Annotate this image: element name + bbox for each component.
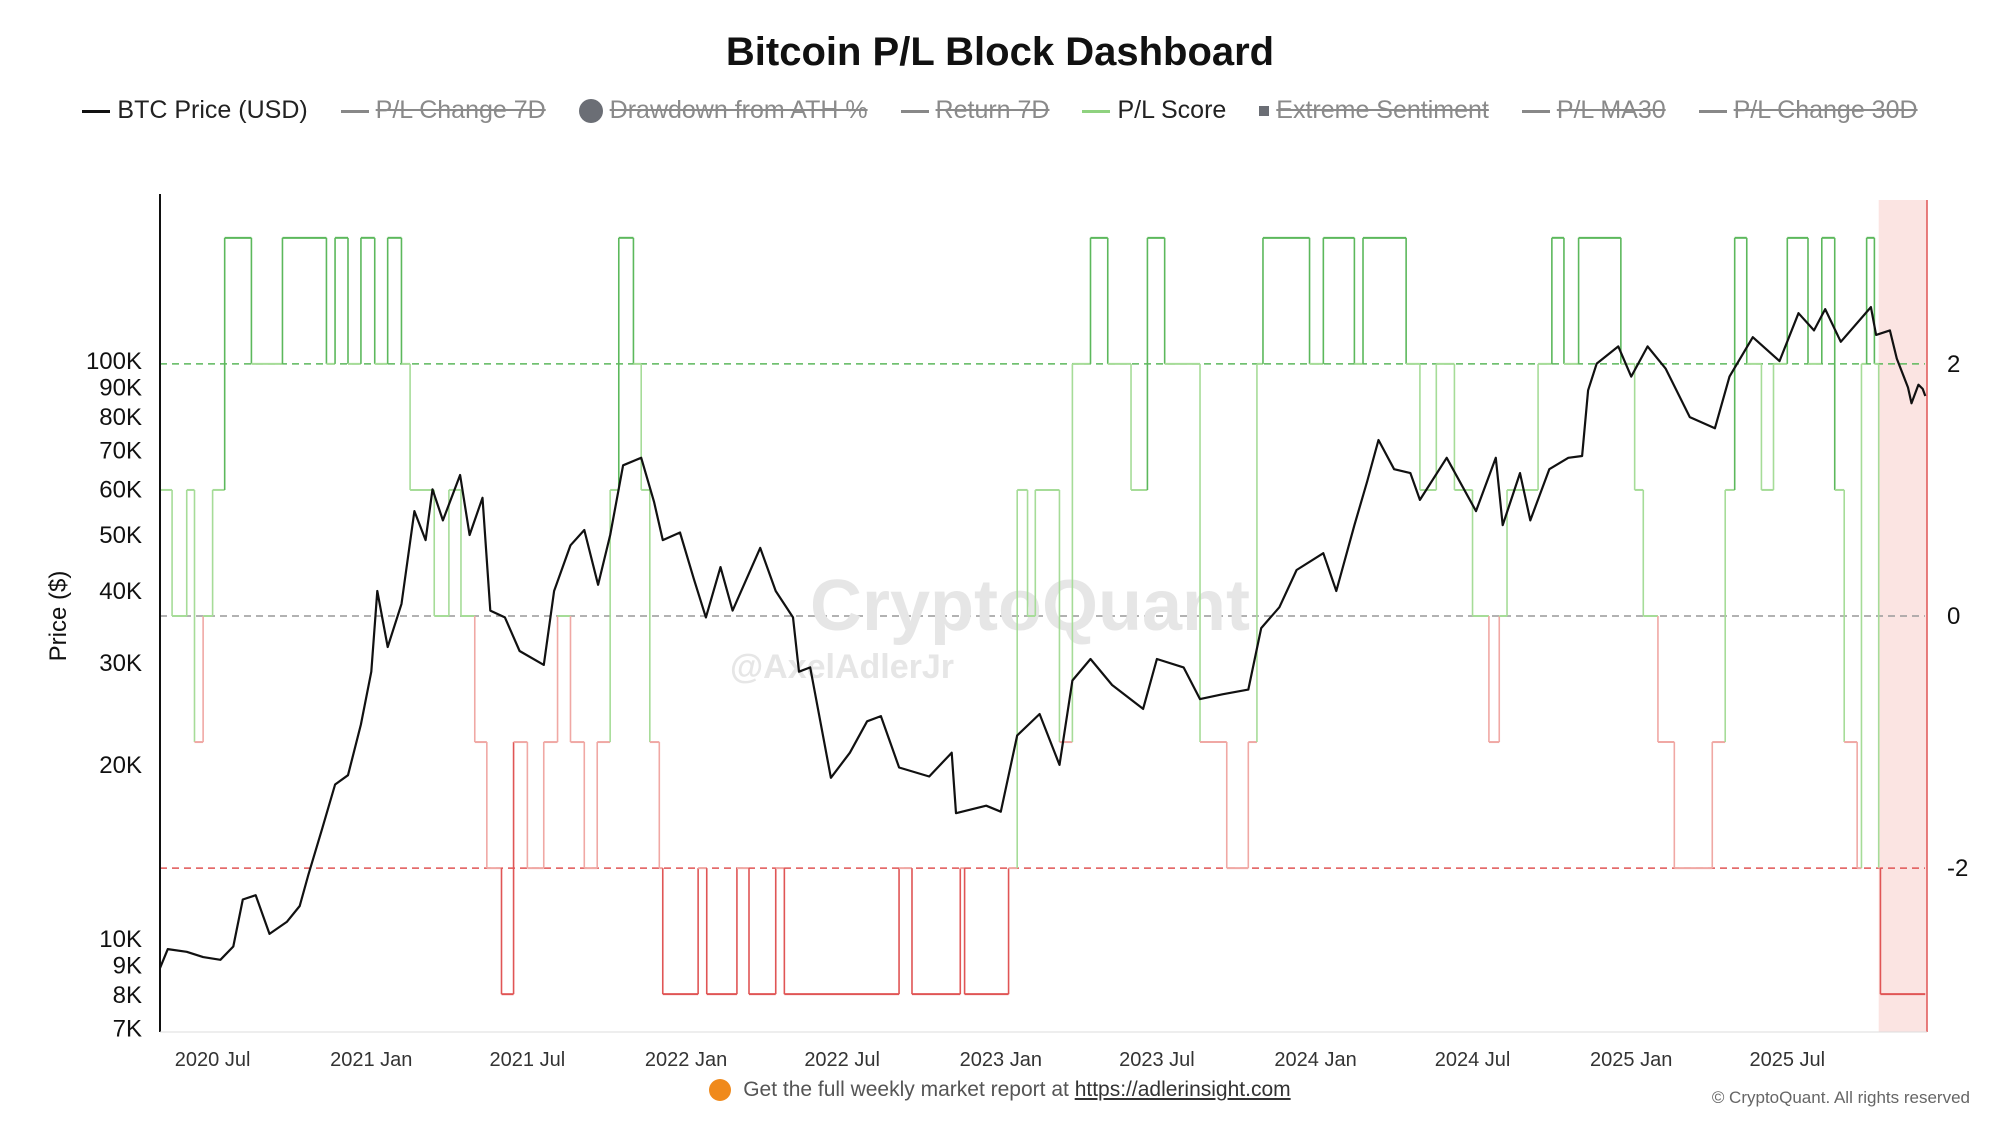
legend-swatch — [1259, 106, 1270, 117]
copyright: © CryptoQuant. All rights reserved — [1711, 1088, 1970, 1107]
y-tick-label: 9K — [113, 952, 142, 979]
right-tick-label: -2 — [1947, 855, 1968, 882]
y-tick-label: 50K — [99, 522, 142, 549]
footer: Get the full weekly market report at htt… — [0, 1078, 2000, 1102]
footer-text: Get the full weekly market report at — [743, 1078, 1069, 1101]
right-tick-label: 0 — [1947, 603, 1960, 630]
x-tick-label: 2025 Jul — [1749, 1049, 1825, 1071]
legend-item-pl-ma30[interactable]: P/L MA30 — [1521, 96, 1666, 125]
y-tick-label: 100K — [86, 348, 142, 375]
watermark-handle: @AxelAdlerJr — [730, 648, 954, 686]
x-tick-label: 2020 Jul — [175, 1049, 251, 1071]
y-tick-label: 8K — [113, 982, 142, 1009]
legend-label: P/L Change 30D — [1733, 96, 1918, 124]
legend-label: BTC Price (USD) — [117, 96, 308, 124]
y-tick-label: 30K — [99, 650, 142, 677]
legend-item-pl-change-30d[interactable]: P/L Change 30D — [1698, 96, 1918, 125]
legend-item-return-7d[interactable]: Return 7D — [900, 96, 1050, 125]
legend-label: Return 7D — [935, 96, 1050, 124]
legend-swatch — [1521, 109, 1550, 113]
legend-item-btc-price[interactable]: BTC Price (USD) — [82, 96, 308, 125]
x-tick-label: 2021 Jan — [330, 1049, 412, 1071]
legend-label: P/L MA30 — [1556, 96, 1666, 124]
y-tick-label: 20K — [99, 752, 142, 779]
legend-item-extreme-sentiment[interactable]: Extreme Sentiment — [1259, 96, 1489, 125]
y-tick-label: 10K — [99, 926, 142, 953]
legend-item-pl-change-7d[interactable]: P/L Change 7D — [340, 96, 546, 125]
y-tick-label: 70K — [99, 438, 142, 465]
x-tick-label: 2022 Jul — [804, 1049, 880, 1071]
x-tick-label: 2022 Jan — [645, 1049, 727, 1071]
report-link[interactable]: https://adlerinsight.com — [1074, 1078, 1291, 1101]
legend-swatch — [82, 109, 111, 113]
legend-swatch — [900, 109, 929, 113]
y-tick-label: 80K — [99, 404, 142, 431]
x-tick-label: 2024 Jul — [1435, 1049, 1511, 1071]
legend-swatch — [1698, 109, 1727, 113]
coin-icon — [709, 1079, 732, 1102]
x-tick-label: 2021 Jul — [490, 1049, 566, 1071]
legend-label: Extreme Sentiment — [1276, 96, 1489, 124]
legend-swatch — [578, 99, 603, 124]
legend: BTC Price (USD) P/L Change 7D Drawdown f… — [0, 96, 2000, 125]
x-tick-label: 2023 Jan — [960, 1049, 1042, 1071]
x-tick-label: 2024 Jan — [1274, 1049, 1356, 1071]
y-tick-label: 40K — [99, 578, 142, 605]
watermark-brand: CryptoQuant — [810, 566, 1250, 646]
y-tick-label: 60K — [99, 476, 142, 503]
y-tick-label: 7K — [113, 1015, 142, 1042]
right-tick-label: 2 — [1947, 351, 1960, 378]
legend-item-pl-score[interactable]: P/L Score — [1082, 96, 1226, 125]
btc-price-line — [158, 306, 1927, 969]
x-tick-label: 2023 Jul — [1119, 1049, 1195, 1071]
legend-swatch — [340, 109, 369, 113]
x-tick-label: 2025 Jan — [1590, 1049, 1672, 1071]
legend-label: Drawdown from ATH % — [609, 96, 868, 124]
y-axis-title: Price ($) — [45, 571, 72, 662]
legend-item-drawdown[interactable]: Drawdown from ATH % — [578, 96, 868, 125]
legend-label: P/L Score — [1117, 96, 1227, 124]
legend-label: P/L Change 7D — [375, 96, 546, 124]
chart-title: Bitcoin P/L Block Dashboard — [725, 30, 1275, 74]
legend-swatch — [1082, 109, 1111, 113]
y-tick-label: 90K — [99, 375, 142, 402]
